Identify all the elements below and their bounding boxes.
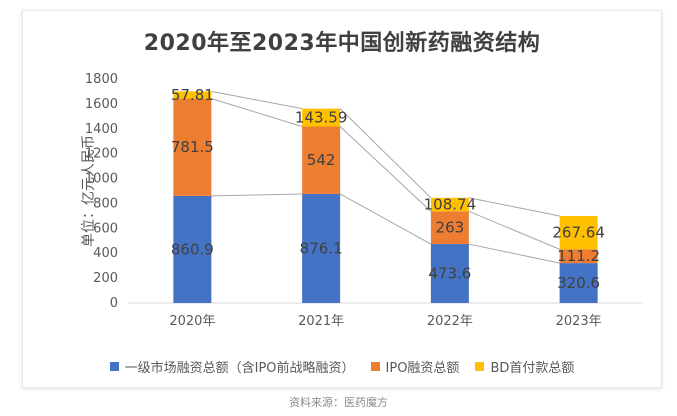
bar-segment	[430, 197, 469, 212]
x-tick-label: 2022年	[427, 314, 473, 329]
series-connector-line	[211, 193, 303, 197]
legend-swatch	[475, 362, 485, 371]
series-connector-line	[468, 243, 560, 264]
series-connector-line	[211, 90, 303, 110]
x-tick-label: 2023年	[556, 314, 602, 329]
y-tick-label: 200	[93, 271, 118, 286]
chart-title: 2020年至2023年中国创新药融资结构	[143, 31, 541, 56]
series-connector-line	[211, 98, 303, 128]
legend-label: IPO融资总额	[385, 361, 460, 376]
stacked-bar-chart: 0 200 400 600 800 1000 1200 1400 1600 1800 单位：亿元人民…	[81, 72, 643, 329]
bar-segment	[302, 108, 341, 127]
y-axis-title: 单位：亿元人民币	[81, 135, 97, 247]
data-label: 860.9	[171, 240, 214, 258]
y-tick-label: 400	[93, 246, 118, 261]
y-tick-label: 1200	[85, 147, 118, 162]
legend-item: BD首付款总额	[475, 357, 574, 376]
series-connector-line	[339, 108, 432, 199]
y-tick-label: 1400	[85, 122, 118, 137]
series-connector-line	[468, 197, 560, 217]
y-tick-label: 1600	[85, 97, 118, 112]
series-connector-line	[339, 193, 432, 245]
data-label: 781.5	[171, 138, 214, 156]
data-label: 473.6	[428, 265, 471, 283]
series-connector-line	[468, 210, 560, 250]
bar-segment	[302, 126, 341, 194]
data-label: 143.59	[295, 109, 348, 127]
bar-segment	[430, 211, 469, 245]
data-label: 108.74	[424, 196, 477, 214]
y-tick-label: 0	[110, 296, 118, 311]
legend-swatch	[370, 362, 380, 371]
bar-segment	[173, 91, 212, 99]
bar-segment	[173, 195, 212, 303]
y-tick-label: 600	[93, 221, 118, 236]
bar-segment	[173, 98, 212, 196]
x-tick-label: 2021年	[298, 314, 344, 329]
y-tick-label: 800	[93, 196, 118, 211]
y-tick-label: 1000	[85, 172, 118, 187]
data-label: 542	[307, 151, 336, 169]
data-label: 111.2	[557, 247, 600, 265]
bar-segment	[430, 244, 469, 303]
legend-item: IPO融资总额	[370, 357, 460, 376]
legend-label: 一级市场融资总额（含IPO前战略融资）	[124, 361, 355, 376]
chart-card: 2020年至2023年中国创新药融资结构 0 200 400 600 800 1000 12…	[22, 10, 662, 388]
y-tick-label: 1800	[85, 72, 118, 87]
bar-segment	[559, 263, 598, 303]
bar-segment	[559, 215, 598, 250]
bar-segment	[302, 193, 341, 303]
data-label: 267.64	[552, 224, 605, 242]
legend-item: 一级市场融资总额（含IPO前战略融资）	[109, 357, 355, 376]
source-note: 资料来源：医药魔方	[289, 396, 388, 409]
bar-segment	[559, 249, 598, 264]
data-label: 320.6	[557, 274, 600, 292]
data-label: 876.1	[300, 239, 343, 257]
data-label: 57.81	[171, 86, 214, 104]
x-tick-label: 2020年	[169, 314, 215, 329]
series-connector-line	[339, 126, 432, 212]
legend-swatch	[109, 362, 119, 371]
chart-legend: 一级市场融资总额（含IPO前战略融资） IPO融资总额 BD首付款总额	[23, 357, 661, 376]
legend-label: BD首付款总额	[490, 361, 575, 376]
data-label: 263	[436, 219, 465, 237]
